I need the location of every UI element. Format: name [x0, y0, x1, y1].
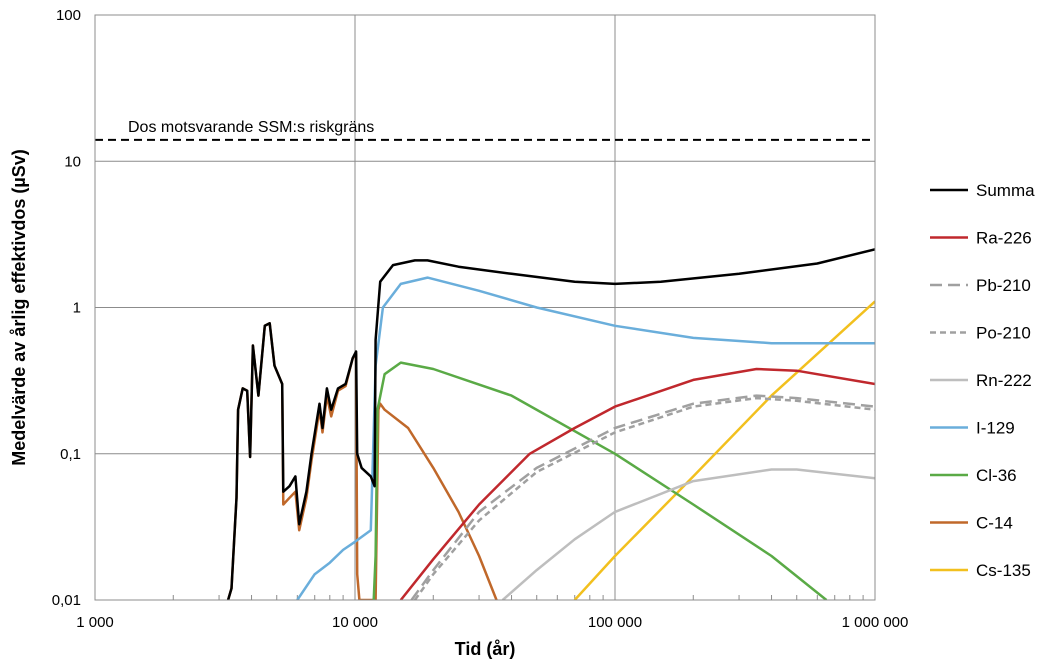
legend-label-pb-210: Pb-210 — [976, 276, 1031, 295]
y-tick-label: 100 — [56, 7, 81, 24]
series-line-ra-226 — [399, 367, 875, 600]
x-tick-label: 1 000 — [76, 614, 114, 631]
x-tick-label: 100 000 — [588, 614, 642, 631]
y-tick-label: 0,01 — [52, 592, 81, 609]
x-axis-title: Tid (år) — [455, 639, 516, 659]
x-axis-ticks: 1 000 10 000 100 000 1 000 000 — [76, 614, 908, 631]
legend: Summa Ra-226 Pb-210 Po-210 Rn-222 I-129 Cl-36 C… — [930, 181, 1035, 580]
y-axis-title: Medelvärde av årlig effektivdos (µSv) — [9, 149, 29, 466]
legend-label-cs-135: Cs-135 — [976, 561, 1031, 580]
legend-label-rn-222: Rn-222 — [976, 371, 1032, 390]
series-line-i-129 — [296, 276, 875, 600]
plot-frame — [94, 14, 876, 601]
reference-line-label: Dos motsvarande SSM:s riskgräns — [128, 119, 374, 136]
y-axis-ticks: 100 10 1 0,1 0,01 — [52, 7, 81, 609]
series-line-pb-210 — [410, 394, 875, 600]
y-tick-label: 1 — [73, 300, 81, 317]
legend-label-ra-226: Ra-226 — [976, 229, 1032, 248]
series-line-rn-222 — [501, 468, 875, 600]
legend-label-i-129: I-129 — [976, 419, 1015, 438]
legend-label-cl-36: Cl-36 — [976, 466, 1017, 485]
series-line-cl-36 — [372, 361, 828, 600]
y-tick-label: 10 — [64, 153, 81, 170]
x-tick-label: 10 000 — [332, 614, 378, 631]
series-line-cs-135 — [573, 300, 875, 600]
legend-label-po-210: Po-210 — [976, 324, 1031, 343]
legend-label-c-14: C-14 — [976, 514, 1013, 533]
y-tick-label: 0,1 — [60, 446, 81, 463]
x-tick-label: 1 000 000 — [842, 614, 909, 631]
series-line-summa — [226, 248, 875, 600]
series-lines — [226, 248, 875, 600]
series-line-po-210 — [413, 396, 875, 600]
legend-label-summa: Summa — [976, 181, 1035, 200]
reference-line-group: Dos motsvarande SSM:s riskgräns — [95, 119, 875, 141]
